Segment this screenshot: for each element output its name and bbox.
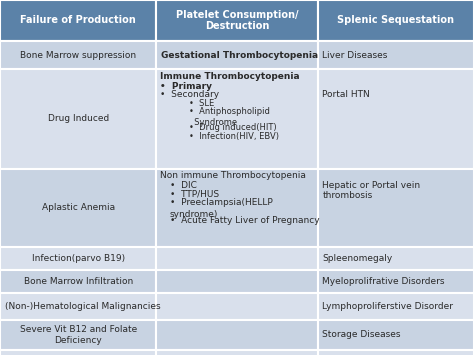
Bar — [0, 0, 156, 41]
Bar — [156, 41, 318, 69]
Text: •  Secondary: • Secondary — [160, 91, 219, 99]
Text: Bone Marrow Infiltration: Bone Marrow Infiltration — [24, 277, 133, 286]
Text: Bone Marrow suppression: Bone Marrow suppression — [20, 50, 136, 60]
Text: Severe Vit B12 and Folate
Deficiency: Severe Vit B12 and Folate Deficiency — [19, 324, 137, 345]
Bar — [0, 247, 156, 270]
Text: •  Preeclampsia(HELLP
syndrome): • Preeclampsia(HELLP syndrome) — [170, 198, 273, 218]
Text: Storage Diseases: Storage Diseases — [322, 330, 401, 339]
Text: •  TTP/HUS: • TTP/HUS — [170, 190, 219, 199]
Text: Platelet Consumption/
Destruction: Platelet Consumption/ Destruction — [176, 10, 298, 31]
Text: •  Acute Fatty Liver of Pregnancy: • Acute Fatty Liver of Pregnancy — [170, 216, 319, 225]
Text: Hepatic or Portal vein
thrombosis: Hepatic or Portal vein thrombosis — [322, 181, 420, 200]
Bar — [318, 270, 474, 293]
Bar — [156, 320, 318, 350]
Bar — [318, 169, 474, 247]
Bar — [0, 293, 156, 320]
Text: Splenic Sequestation: Splenic Sequestation — [337, 15, 454, 26]
Bar — [0, 69, 156, 169]
Bar — [0, 350, 156, 355]
Bar — [318, 247, 474, 270]
Bar — [156, 350, 318, 355]
Text: Liver Diseases: Liver Diseases — [322, 50, 388, 60]
Text: Drug Induced: Drug Induced — [47, 114, 109, 124]
Bar — [0, 41, 156, 69]
Text: Gestational Thrombocytopenia: Gestational Thrombocytopenia — [161, 50, 318, 60]
Text: •  DIC: • DIC — [170, 181, 197, 190]
Bar — [156, 0, 318, 41]
Bar — [318, 350, 474, 355]
Text: •  SLE: • SLE — [189, 99, 214, 108]
Text: •  Primary: • Primary — [160, 82, 212, 91]
Bar — [156, 169, 318, 247]
Bar — [156, 270, 318, 293]
Text: Non immune Thrombocytopenia: Non immune Thrombocytopenia — [160, 171, 306, 180]
Text: Lymphoproliferstive Disorder: Lymphoproliferstive Disorder — [322, 302, 453, 311]
Bar — [318, 0, 474, 41]
Text: •  Antiphospholipid
  Syndrome: • Antiphospholipid Syndrome — [189, 107, 270, 127]
Text: (Non-)Hematological Malignancies: (Non-)Hematological Malignancies — [5, 302, 160, 311]
Text: •  Drug induced(HIT): • Drug induced(HIT) — [189, 123, 276, 132]
Text: Myeloprolifrative Disorders: Myeloprolifrative Disorders — [322, 277, 445, 286]
Bar — [0, 270, 156, 293]
Text: Immune Thrombocytopenia: Immune Thrombocytopenia — [160, 72, 300, 81]
Bar — [0, 320, 156, 350]
Text: Infection(parvo B19): Infection(parvo B19) — [32, 254, 125, 263]
Bar — [0, 169, 156, 247]
Text: •  Infection(HIV, EBV): • Infection(HIV, EBV) — [189, 131, 279, 141]
Bar — [318, 41, 474, 69]
Bar — [318, 320, 474, 350]
Bar — [156, 69, 318, 169]
Text: Portal HTN: Portal HTN — [322, 89, 370, 99]
Bar — [318, 293, 474, 320]
Bar — [156, 293, 318, 320]
Bar — [318, 69, 474, 169]
Text: Spleenomegaly: Spleenomegaly — [322, 254, 392, 263]
Bar — [156, 247, 318, 270]
Text: Aplastic Anemia: Aplastic Anemia — [42, 203, 115, 212]
Text: Failure of Production: Failure of Production — [20, 15, 136, 26]
